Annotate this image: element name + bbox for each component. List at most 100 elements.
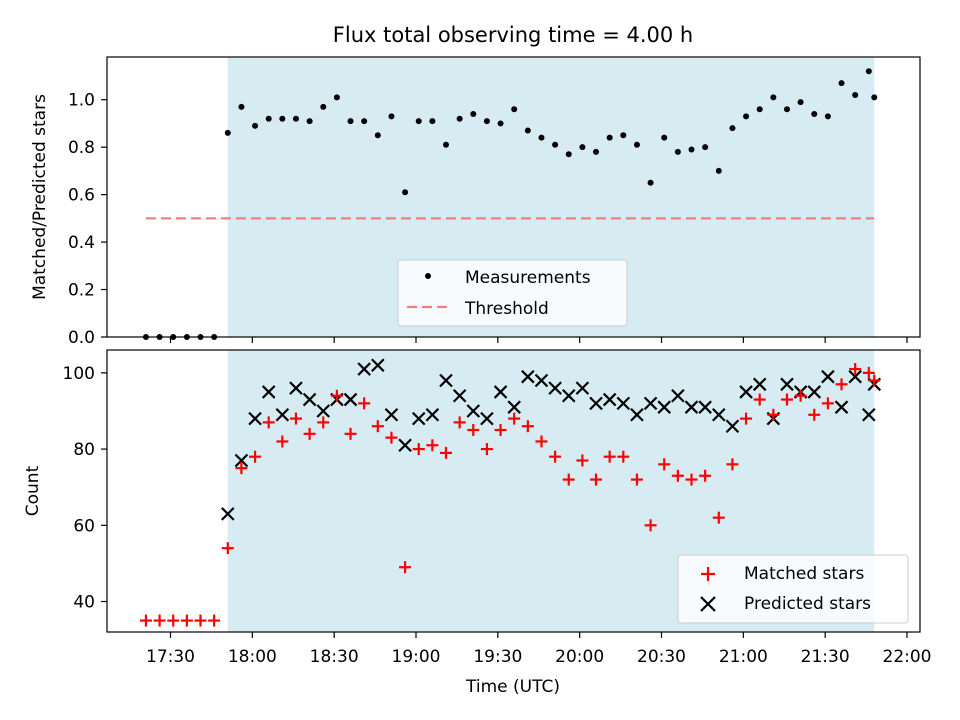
bottom-y-ticks: 40 60 80 100 bbox=[63, 364, 107, 613]
measurement-point bbox=[579, 144, 586, 151]
matched-star-point bbox=[658, 458, 671, 471]
predicted-star-point bbox=[439, 373, 453, 388]
predicted-star-point bbox=[507, 400, 521, 414]
matched-star-point bbox=[617, 450, 630, 463]
x-tick-label: 21:00 bbox=[719, 647, 768, 667]
top-y-tick-label: 0.4 bbox=[68, 233, 95, 253]
x-tick-label: 18:30 bbox=[310, 647, 359, 667]
top-y-tick-label: 0.8 bbox=[68, 138, 95, 158]
measurement-point bbox=[497, 120, 504, 127]
matched-star-point bbox=[767, 408, 780, 421]
measurement-point bbox=[429, 118, 436, 125]
measurement-point bbox=[511, 106, 518, 113]
matched-star-point bbox=[358, 397, 371, 410]
measurement-point bbox=[865, 68, 872, 75]
matched-star-point bbox=[317, 416, 330, 429]
matched-star-point bbox=[603, 450, 616, 463]
bottom-y-tick-label: 100 bbox=[63, 364, 95, 384]
predicted-star-point bbox=[398, 438, 412, 453]
predicted-star-point bbox=[480, 411, 494, 426]
measurement-point bbox=[361, 118, 368, 125]
matched-star-point bbox=[821, 397, 834, 410]
matched-star-point bbox=[780, 393, 793, 406]
matched-star-point bbox=[467, 424, 480, 437]
matched-star-point bbox=[194, 614, 207, 627]
matched-star-point bbox=[153, 614, 166, 627]
matched-star-point bbox=[440, 446, 453, 459]
bottom-y-tick-label: 80 bbox=[73, 440, 95, 460]
x-tick-label: 17:30 bbox=[146, 647, 195, 667]
measurement-point bbox=[702, 144, 709, 151]
matched-star-point bbox=[399, 561, 412, 574]
matched-star-point bbox=[753, 393, 766, 406]
matched-star-point bbox=[480, 443, 493, 456]
predicted-star-point bbox=[739, 385, 753, 399]
predicted-star-point bbox=[534, 373, 549, 388]
predicted-star-point bbox=[671, 388, 685, 403]
matched-star-point bbox=[330, 389, 343, 402]
matched-star-point bbox=[590, 473, 603, 486]
threshold-legend-label: Threshold bbox=[464, 299, 549, 319]
measurement-point bbox=[871, 94, 878, 101]
predicted-star-point bbox=[343, 392, 358, 407]
predicted-star-point bbox=[807, 385, 822, 399]
matched-star-point bbox=[868, 374, 881, 387]
measurement-point bbox=[661, 134, 668, 141]
predicted-star-point bbox=[643, 396, 658, 411]
matched-star-point bbox=[276, 435, 289, 448]
top-y-tick-label: 0.0 bbox=[68, 328, 95, 348]
measurement-point bbox=[415, 118, 422, 125]
top-y-tick-label: 0.2 bbox=[68, 281, 95, 301]
x-axis-label: Time (UTC) bbox=[465, 677, 560, 697]
measurement-point bbox=[674, 148, 681, 155]
matched-star-point bbox=[862, 366, 875, 379]
measurement-point bbox=[620, 132, 627, 139]
top-legend: Measurements Threshold bbox=[397, 259, 628, 327]
matched-star-point bbox=[371, 420, 384, 433]
measurement-point bbox=[333, 94, 340, 101]
predicted-star-point bbox=[261, 385, 276, 399]
x-tick-label: 20:00 bbox=[555, 647, 604, 667]
measurement-point bbox=[292, 115, 299, 122]
predicted-star-point bbox=[316, 404, 331, 418]
matched-star-point bbox=[699, 469, 712, 482]
predicted-star-point bbox=[657, 400, 672, 414]
bottom-y-tick-label: 40 bbox=[73, 593, 95, 613]
measurements-legend-marker bbox=[425, 273, 431, 279]
measurement-point bbox=[743, 113, 750, 120]
predicted-star-point bbox=[821, 369, 835, 384]
measurement-point bbox=[838, 80, 845, 87]
predicted-star-point bbox=[289, 381, 303, 395]
matched-star-point bbox=[685, 473, 698, 486]
measurement-point bbox=[238, 103, 245, 110]
x-tick-label: 19:00 bbox=[392, 647, 441, 667]
matched-star-point bbox=[180, 614, 193, 627]
predicted-star-point bbox=[616, 396, 631, 411]
predicted-star-point bbox=[411, 411, 426, 426]
measurement-point bbox=[633, 141, 640, 148]
top-y-ticks: 0.0 0.2 0.4 0.6 0.8 1.0 bbox=[68, 91, 107, 348]
bottom-axes-frame bbox=[106, 349, 921, 633]
predicted-star-point bbox=[780, 377, 794, 392]
top-panel: 0.0 0.2 0.4 0.6 0.8 1.0 Matched/Predicted sta… bbox=[30, 56, 921, 348]
matched-star-point bbox=[712, 511, 725, 524]
measurement-point bbox=[320, 103, 327, 110]
matched-star-point bbox=[794, 389, 807, 402]
predicted-star-point bbox=[221, 507, 235, 521]
matched-star-point bbox=[221, 542, 234, 555]
predicted-star-point bbox=[848, 369, 862, 384]
matched-star-point bbox=[167, 614, 180, 627]
predicted-star-point bbox=[684, 400, 699, 414]
predicted-star-point bbox=[493, 385, 508, 399]
measurement-point bbox=[279, 115, 286, 122]
matched-star-point bbox=[535, 435, 548, 448]
measurement-point bbox=[811, 110, 818, 117]
measurement-point bbox=[224, 129, 231, 136]
measurement-point bbox=[552, 141, 559, 148]
predicted-star-point bbox=[589, 396, 603, 411]
x-tick-label: 18:00 bbox=[228, 647, 277, 667]
predicted-star-point bbox=[384, 408, 399, 422]
matched-star-point bbox=[262, 416, 275, 429]
measurement-point bbox=[783, 106, 790, 113]
x-tick-label: 22:00 bbox=[883, 647, 932, 667]
